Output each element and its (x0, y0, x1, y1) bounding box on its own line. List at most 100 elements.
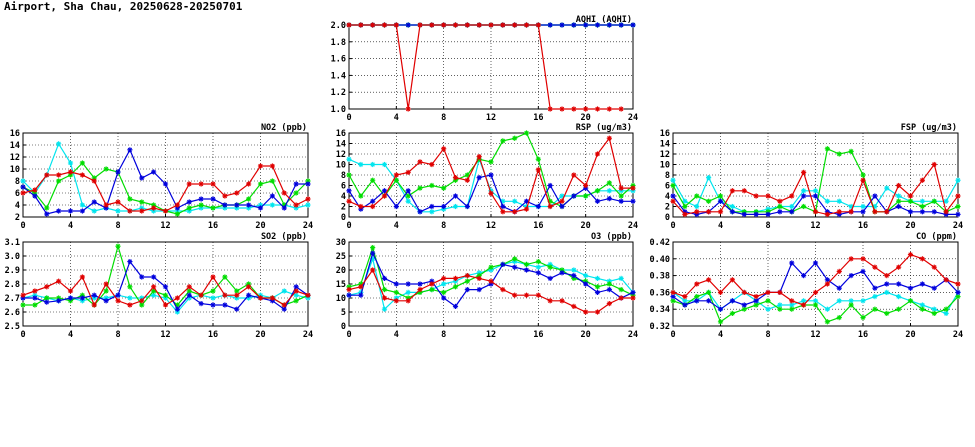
data-point (370, 198, 376, 204)
series-red (346, 22, 624, 112)
data-point (381, 306, 388, 312)
data-point (405, 106, 411, 112)
y-tick-label: 0 (341, 322, 346, 332)
data-point (381, 287, 388, 293)
data-point (583, 281, 589, 287)
data-point (500, 261, 506, 267)
data-point (441, 203, 447, 210)
data-point (955, 289, 961, 295)
data-point (393, 22, 399, 28)
data-point (56, 208, 62, 214)
y-tick-label: 2 (15, 213, 20, 223)
data-point (44, 205, 50, 211)
data-point (812, 289, 819, 295)
data-point (872, 209, 878, 215)
x-tick-label: 20 (581, 113, 591, 123)
y-tick-label: 16 (660, 129, 670, 139)
data-point (246, 181, 252, 187)
data-point (358, 161, 364, 168)
data-point (765, 193, 771, 199)
chart-so2: 0 4 8 12 16 20 24 2.5 2.6 2.7 2.8 2.9 3.0 3.1 SO2 (ppb… (5, 232, 313, 340)
data-point (872, 285, 878, 291)
data-point (729, 188, 735, 194)
data-point (606, 281, 612, 287)
data-point (210, 302, 216, 308)
y-tick-label: 4 (665, 192, 670, 202)
data-point (535, 264, 541, 270)
data-point (441, 146, 447, 152)
data-point (535, 156, 541, 162)
data-point (777, 203, 783, 210)
data-point (476, 154, 482, 160)
data-point (370, 245, 376, 251)
y-tick-label: 20 (336, 266, 346, 276)
data-point (512, 22, 518, 28)
data-point (234, 202, 240, 208)
data-point (381, 22, 388, 28)
data-point (346, 188, 352, 194)
data-point (682, 203, 688, 210)
data-point (547, 298, 553, 304)
data-point (812, 209, 819, 215)
data-point (103, 288, 109, 294)
data-point (417, 287, 423, 293)
data-point (583, 309, 589, 315)
data-point (186, 205, 192, 211)
data-point (594, 198, 601, 204)
data-point (452, 284, 459, 290)
data-point (257, 181, 264, 187)
data-point (618, 198, 624, 204)
data-point (358, 284, 364, 290)
data-point (393, 289, 399, 295)
data-point (115, 199, 121, 205)
data-point (488, 278, 494, 284)
y-tick-label: 1.0 (331, 105, 346, 115)
data-point (919, 177, 925, 183)
data-point (67, 208, 74, 214)
data-point (234, 288, 240, 294)
data-point (682, 302, 688, 308)
data-point (393, 177, 399, 183)
data-point (741, 302, 747, 308)
data-point (246, 292, 252, 298)
data-point (441, 295, 447, 301)
data-point (848, 273, 854, 279)
data-point (452, 303, 459, 309)
data-point (174, 295, 180, 301)
series-green (670, 146, 961, 215)
data-point (630, 198, 636, 204)
data-point (777, 306, 783, 312)
data-point (429, 161, 435, 168)
data-point (91, 199, 97, 205)
data-point (765, 211, 771, 217)
data-point (20, 190, 26, 196)
data-point (594, 106, 601, 112)
data-point (429, 281, 435, 287)
y-tick-label: 2.8 (5, 280, 20, 290)
data-point (694, 203, 700, 210)
data-point (547, 22, 553, 28)
data-point (547, 203, 553, 210)
data-point (222, 292, 228, 298)
data-point (896, 306, 902, 312)
x-tick-label: 12 (486, 221, 496, 231)
data-point (370, 177, 376, 183)
data-point (583, 106, 589, 112)
data-point (91, 208, 97, 214)
y-tick-label: 2.6 (5, 308, 20, 318)
data-point (860, 315, 866, 321)
data-point (836, 315, 842, 321)
y-tick-label: 12 (660, 150, 670, 160)
data-point (571, 106, 577, 112)
data-point (706, 209, 712, 215)
series-red (346, 135, 636, 215)
y-tick-label: 10 (10, 165, 20, 175)
data-point (860, 209, 866, 215)
data-point (836, 198, 842, 204)
data-point (417, 185, 423, 191)
data-point (488, 159, 494, 165)
data-point (848, 148, 854, 154)
series-blue (20, 147, 311, 217)
x-tick-label: 20 (581, 330, 591, 340)
data-point (429, 203, 435, 210)
